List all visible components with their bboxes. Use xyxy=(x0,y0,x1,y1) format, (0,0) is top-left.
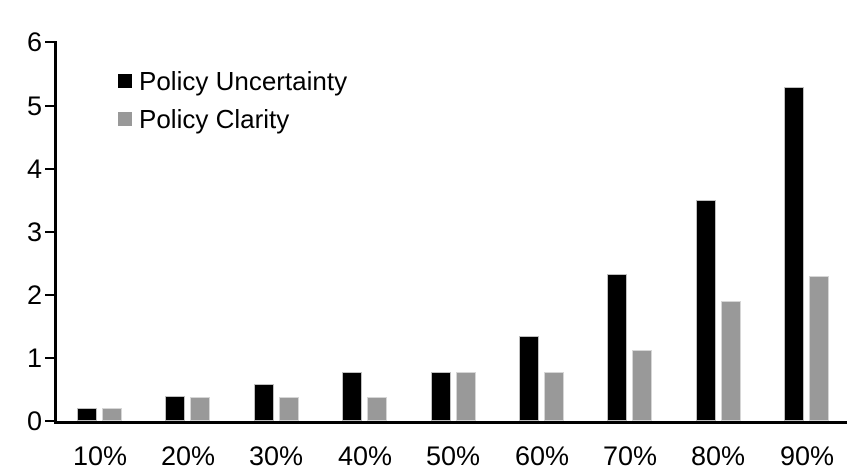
legend-label-policy-uncertainty: Policy Uncertainty xyxy=(139,65,348,96)
y-tick-mark xyxy=(45,104,55,107)
y-tick-label: 4 xyxy=(26,153,42,184)
bar-policy-clarity-20% xyxy=(190,397,210,421)
bar-policy-uncertainty-10% xyxy=(77,408,97,421)
y-tick-label: 5 xyxy=(26,90,42,121)
bar-policy-clarity-30% xyxy=(279,397,299,421)
y-tick-label: 2 xyxy=(26,279,42,310)
x-tick-label: 70% xyxy=(602,441,658,471)
x-tick-label: 40% xyxy=(337,441,393,471)
bar-policy-uncertainty-60% xyxy=(519,336,539,421)
bar-policy-uncertainty-30% xyxy=(254,384,274,421)
x-axis-line xyxy=(54,421,847,424)
y-axis-line xyxy=(54,41,57,424)
y-tick-mark xyxy=(45,230,55,233)
legend-swatch-black-icon xyxy=(118,74,132,88)
y-tick-label: 1 xyxy=(26,342,42,373)
y-tick-label: 3 xyxy=(26,216,42,247)
x-tick-label: 30% xyxy=(248,441,304,471)
x-tick-label: 80% xyxy=(690,441,746,471)
y-tick-mark xyxy=(45,356,55,359)
y-tick-mark xyxy=(45,41,55,44)
y-tick-mark xyxy=(45,293,55,296)
bar-policy-uncertainty-70% xyxy=(607,274,627,421)
legend-swatch-gray-icon xyxy=(118,112,132,126)
bar-policy-clarity-80% xyxy=(721,301,741,421)
y-tick-mark xyxy=(45,420,55,422)
bar-policy-clarity-60% xyxy=(544,372,564,421)
bar-policy-uncertainty-90% xyxy=(784,87,804,421)
bar-policy-uncertainty-50% xyxy=(431,372,451,421)
legend-label-policy-clarity: Policy Clarity xyxy=(139,103,290,134)
bar-policy-uncertainty-80% xyxy=(696,200,716,421)
legend-item-policy-uncertainty: Policy Uncertainty xyxy=(118,65,348,96)
x-tick-label: 10% xyxy=(72,441,128,471)
bar-policy-uncertainty-20% xyxy=(165,396,185,421)
y-tick-label: 0 xyxy=(26,406,42,436)
x-tick-label: 50% xyxy=(425,441,481,471)
bar-policy-clarity-70% xyxy=(632,350,652,421)
legend-item-policy-clarity: Policy Clarity xyxy=(118,103,290,134)
bar-policy-clarity-40% xyxy=(367,397,387,421)
bar-policy-clarity-50% xyxy=(456,372,476,421)
x-tick-label: 90% xyxy=(779,441,835,471)
x-tick-label: 60% xyxy=(514,441,570,471)
y-tick-label: 6 xyxy=(26,27,42,58)
bar-policy-clarity-90% xyxy=(809,276,829,421)
y-tick-mark xyxy=(45,167,55,170)
bar-policy-clarity-10% xyxy=(102,408,122,421)
bar-policy-uncertainty-40% xyxy=(342,372,362,421)
x-tick-label: 20% xyxy=(160,441,216,471)
